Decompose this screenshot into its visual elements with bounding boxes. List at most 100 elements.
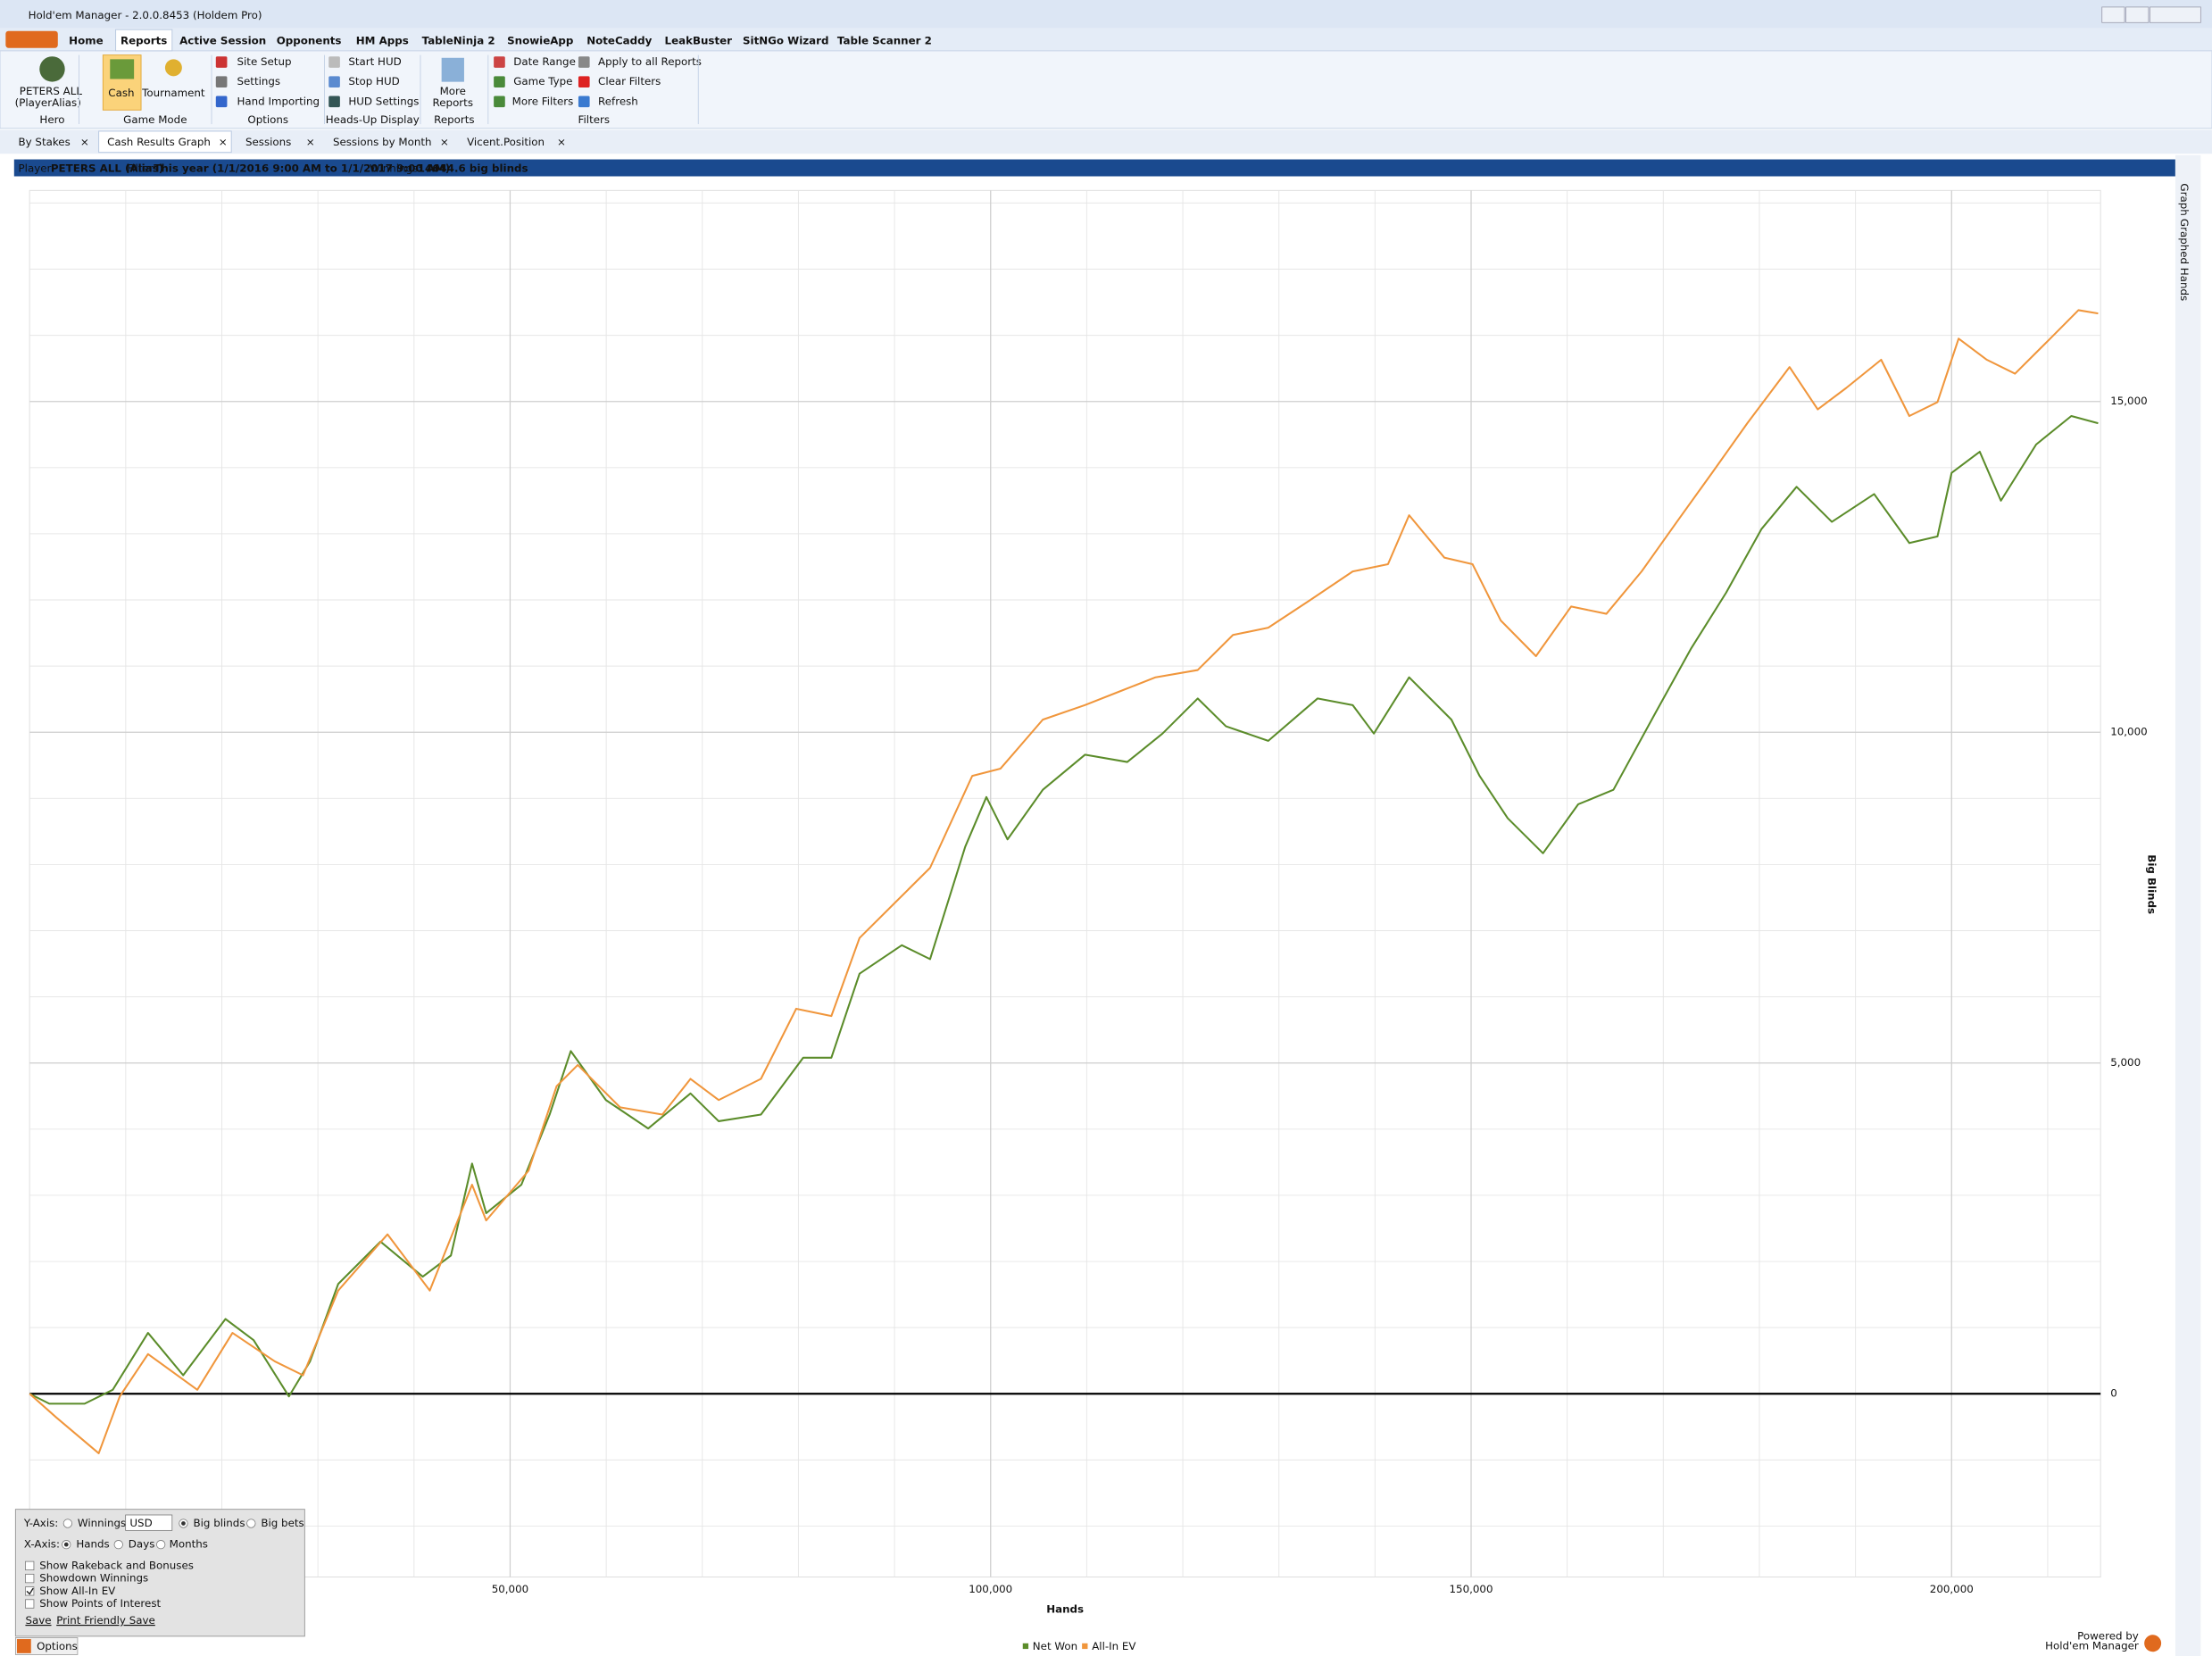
y-option[interactable]: Big blinds [194, 1517, 245, 1529]
report-tab[interactable]: By Stakes [19, 136, 71, 148]
checkbox-label: Show All-In EV [39, 1585, 115, 1597]
x-option[interactable]: Months [170, 1538, 208, 1551]
menu-item[interactable]: SnowieApp [507, 34, 573, 46]
menu-item[interactable]: NoteCaddy [586, 34, 652, 46]
more-reports[interactable]: More [440, 85, 466, 97]
y-tick-label: 10,000 [2110, 726, 2147, 738]
site-setup[interactable]: Site Setup [237, 55, 292, 68]
clear-filters[interactable]: Clear Filters [598, 75, 661, 87]
report-tab[interactable]: Cash Results Graph [107, 136, 211, 148]
checkbox[interactable] [25, 1599, 35, 1609]
radio-button[interactable] [62, 1519, 72, 1528]
ribbon-icon [328, 96, 340, 108]
checkbox-label: Show Points of Interest [39, 1597, 161, 1610]
game-type[interactable]: Game Type [513, 75, 572, 87]
tab-close[interactable]: × [219, 136, 228, 148]
radio-button[interactable] [113, 1540, 123, 1550]
app-menu-button[interactable] [5, 30, 58, 48]
more-reports[interactable]: Reports [433, 96, 473, 109]
info-player-label: Player: [19, 162, 55, 174]
menu-item[interactable]: Table Scanner 2 [837, 34, 932, 46]
info-player: PETERS ALL (Alias) [51, 162, 163, 174]
product-logo [2144, 1635, 2162, 1652]
more-filters[interactable]: More Filters [512, 95, 574, 107]
side-tab[interactable]: Graph [2178, 183, 2191, 215]
refresh[interactable]: Refresh [598, 95, 638, 107]
apply-all[interactable]: Apply to all Reports [598, 55, 702, 68]
report-tab-active-bg [98, 130, 232, 154]
checkbox[interactable] [25, 1560, 35, 1571]
option-link[interactable]: Print Friendly Save [56, 1614, 155, 1627]
maximize-button[interactable] [2125, 6, 2150, 23]
stop-hud[interactable]: Stop HUD [348, 75, 399, 87]
y-tick-label: 0 [2110, 1387, 2117, 1400]
check-mark [26, 1587, 34, 1595]
close-button[interactable] [2150, 6, 2201, 23]
ribbon-group-label: Options [247, 113, 288, 126]
cash[interactable]: Cash [108, 87, 134, 99]
menu-item[interactable]: Opponents [277, 34, 342, 46]
tab-close[interactable]: × [440, 136, 449, 148]
minimize-button[interactable] [2101, 6, 2125, 23]
x-option[interactable]: Hands [76, 1538, 109, 1551]
ribbon-group-label: Game Mode [123, 113, 187, 126]
tournament-icon [164, 59, 182, 77]
hero-name[interactable]: PETERS ALL [20, 85, 83, 97]
x-option[interactable]: Days [129, 1538, 155, 1551]
checkbox[interactable] [25, 1586, 35, 1596]
options-button-icon [16, 1639, 31, 1653]
ribbon-icon [578, 76, 590, 87]
date-range[interactable]: Date Range [513, 55, 576, 68]
tab-close[interactable]: × [80, 136, 89, 148]
info-winnings-label: Winnings: [370, 162, 421, 174]
x-tick-label: 50,000 [492, 1583, 528, 1595]
ribbon-icon [494, 76, 505, 87]
ribbon [0, 50, 2212, 129]
menu-item[interactable]: HM Apps [356, 34, 409, 46]
ribbon-icon [215, 96, 228, 108]
option-link[interactable]: Save [25, 1614, 51, 1627]
series-line [29, 414, 2099, 1405]
checkbox-label: Showdown Winnings [39, 1572, 148, 1585]
settings[interactable]: Settings [237, 75, 281, 87]
side-tab-strip [2175, 154, 2201, 1656]
ribbon-group-label: Reports [434, 113, 474, 126]
hud-settings[interactable]: HUD Settings [348, 95, 419, 107]
hand-importing[interactable]: Hand Importing [237, 95, 320, 107]
ribbon-group-label: Filters [578, 113, 611, 126]
plot-area [29, 189, 2101, 1577]
menu-item[interactable]: Home [69, 34, 103, 46]
menu-item[interactable]: Active Session [179, 34, 266, 46]
x-axis-label: X-Axis: [24, 1538, 60, 1551]
info-filter-label: Filter: [127, 162, 156, 174]
y-option[interactable]: Big bets [261, 1517, 304, 1529]
start-hud[interactable]: Start HUD [348, 55, 401, 68]
radio-button[interactable] [156, 1540, 166, 1550]
menu-item[interactable]: Reports [121, 34, 167, 46]
legend-swatch [1082, 1643, 1088, 1650]
tab-close[interactable]: × [557, 136, 566, 148]
menu-active-bg [115, 29, 173, 52]
report-tab[interactable]: Vicent.Position [467, 136, 545, 148]
currency-select[interactable] [125, 1514, 173, 1531]
x-tick-label: 100,000 [969, 1583, 1012, 1595]
title-bar [0, 0, 2212, 29]
y-axis-label: Big Blinds [2146, 854, 2158, 914]
hero-alias[interactable]: (PlayerAlias) [15, 96, 81, 109]
powered-by: Powered by [2077, 1629, 2139, 1642]
radio-button[interactable] [246, 1519, 256, 1528]
checkbox[interactable] [25, 1573, 35, 1584]
side-tab[interactable]: Graphed Hands [2178, 219, 2191, 301]
radio-dot [181, 1521, 186, 1526]
menu-item[interactable]: LeakBuster [665, 34, 733, 46]
currency: USD [129, 1517, 152, 1529]
report-tab-bar [0, 129, 2212, 154]
report-tab[interactable]: Sessions by Month [333, 136, 432, 148]
report-tab[interactable]: Sessions [245, 136, 291, 148]
y-option[interactable]: Winnings [78, 1517, 126, 1529]
tab-close[interactable]: × [306, 136, 315, 148]
menu-item[interactable]: SitNGo Wizard [743, 34, 828, 46]
menu-item[interactable]: TableNinja 2 [422, 34, 495, 46]
tournament[interactable]: Tournament [141, 87, 205, 99]
